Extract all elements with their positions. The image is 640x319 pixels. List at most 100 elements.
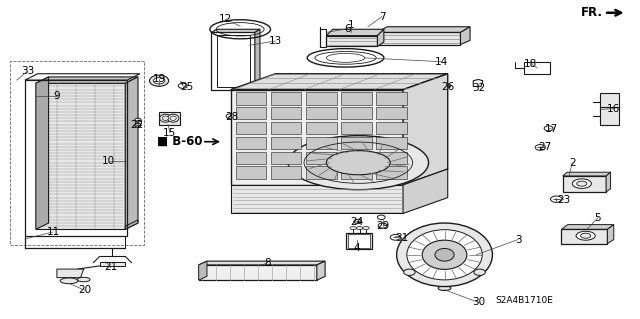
Text: 33: 33 [21,66,34,76]
Text: ■ B-60: ■ B-60 [157,135,202,148]
Polygon shape [346,233,372,249]
Polygon shape [376,92,407,105]
Ellipse shape [363,226,369,230]
Polygon shape [348,234,370,248]
Polygon shape [198,261,325,265]
Polygon shape [607,225,614,244]
Polygon shape [306,167,337,179]
Ellipse shape [544,126,553,131]
Polygon shape [271,167,301,179]
Ellipse shape [168,114,179,122]
Text: 15: 15 [163,128,177,138]
Ellipse shape [326,151,390,175]
Polygon shape [341,152,372,164]
Ellipse shape [550,196,562,202]
Polygon shape [198,261,207,280]
Polygon shape [236,122,266,134]
Ellipse shape [135,118,141,122]
Polygon shape [236,152,266,164]
Text: 4: 4 [354,243,360,253]
Polygon shape [100,262,125,266]
Text: 5: 5 [595,213,601,223]
Ellipse shape [77,277,90,282]
Polygon shape [341,122,372,134]
Polygon shape [561,229,607,244]
Polygon shape [341,107,372,120]
Text: 2: 2 [569,158,575,168]
Polygon shape [230,90,403,185]
Polygon shape [230,74,448,90]
Text: 7: 7 [379,11,385,22]
Text: 20: 20 [79,286,92,295]
Ellipse shape [577,181,587,186]
Ellipse shape [422,240,467,269]
Ellipse shape [354,219,362,224]
Polygon shape [236,107,266,120]
Text: 10: 10 [101,156,115,166]
Polygon shape [341,167,372,179]
Polygon shape [341,92,372,105]
Ellipse shape [404,269,415,275]
Text: 27: 27 [538,142,552,152]
Ellipse shape [170,116,176,121]
Polygon shape [378,29,384,47]
Ellipse shape [535,145,545,150]
Polygon shape [326,29,384,36]
Polygon shape [306,107,337,120]
Ellipse shape [435,249,454,261]
Polygon shape [125,77,138,229]
Polygon shape [271,137,301,149]
Ellipse shape [572,179,591,189]
Polygon shape [378,27,470,33]
Ellipse shape [445,84,451,88]
Polygon shape [606,172,611,192]
Ellipse shape [226,114,235,119]
Polygon shape [376,152,407,164]
Text: 6: 6 [344,24,351,33]
Polygon shape [36,77,138,83]
Ellipse shape [154,78,165,84]
Text: 21: 21 [104,263,117,272]
Polygon shape [403,169,448,213]
Text: 14: 14 [435,57,448,67]
Ellipse shape [135,123,141,127]
Polygon shape [271,122,301,134]
Text: 18: 18 [524,59,538,69]
Polygon shape [271,107,301,120]
Polygon shape [376,167,407,179]
Text: 24: 24 [351,217,364,227]
Polygon shape [271,92,301,105]
Polygon shape [563,176,606,192]
Text: 30: 30 [472,297,485,308]
Polygon shape [317,261,325,280]
Ellipse shape [438,286,451,291]
Ellipse shape [474,269,485,275]
Text: 19: 19 [152,74,166,84]
Polygon shape [461,27,470,45]
Polygon shape [236,137,266,149]
Text: 8: 8 [264,258,271,268]
Polygon shape [326,36,378,47]
Ellipse shape [178,83,187,88]
Bar [10,61,145,245]
Text: 28: 28 [225,112,239,122]
Polygon shape [306,152,337,164]
Text: 32: 32 [472,83,485,93]
Ellipse shape [407,230,482,280]
Polygon shape [341,137,372,149]
Polygon shape [198,265,317,280]
Ellipse shape [576,231,595,240]
Polygon shape [36,77,49,229]
Text: 25: 25 [180,82,194,92]
Ellipse shape [160,114,172,122]
Text: 11: 11 [47,227,60,237]
Polygon shape [236,167,266,179]
Text: 22: 22 [130,120,143,130]
Polygon shape [271,152,301,164]
Text: 17: 17 [545,124,558,134]
Text: 1: 1 [348,20,354,30]
Polygon shape [236,92,266,105]
Ellipse shape [378,223,387,228]
Polygon shape [159,112,179,124]
Polygon shape [255,29,260,90]
